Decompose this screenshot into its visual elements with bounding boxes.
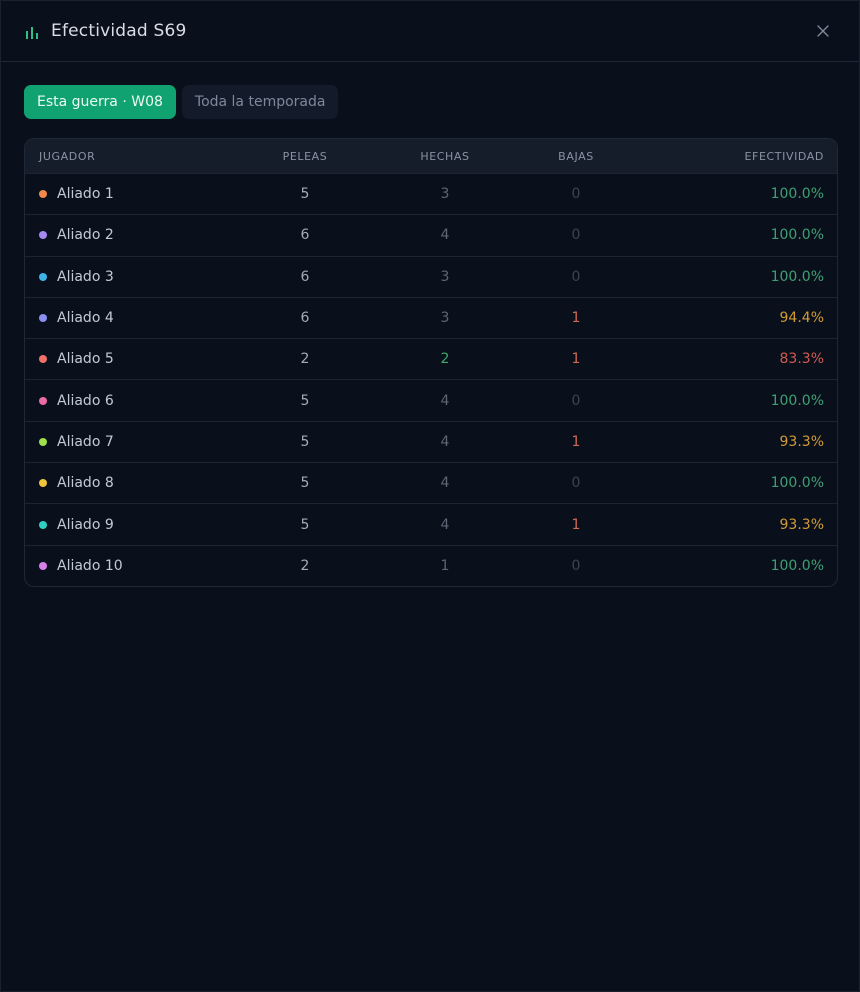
player-color-dot xyxy=(39,520,47,529)
table-header: JUGADOR PELEAS HECHAS BAJAS EFECTIVIDAD xyxy=(25,139,837,173)
player-name: Aliado 6 xyxy=(57,392,114,409)
fights-value: 6 xyxy=(300,268,310,285)
player-color-dot xyxy=(39,479,47,488)
fights-value: 2 xyxy=(300,557,310,574)
effectiveness-value: 94.4% xyxy=(779,310,824,327)
player-color-dot xyxy=(39,355,47,364)
done-value: 4 xyxy=(440,227,450,244)
player-name: Aliado 10 xyxy=(57,557,123,574)
fights-value: 5 xyxy=(300,392,310,409)
player-cell: Aliado 6 xyxy=(25,393,235,409)
player-color-dot xyxy=(39,272,47,281)
bar-chart-icon xyxy=(25,24,39,39)
effectiveness-value: 100.0% xyxy=(770,227,824,244)
table-row[interactable]: Aliado 9 5 4 1 93.3% xyxy=(25,503,837,544)
effectiveness-value: 100.0% xyxy=(770,186,824,203)
player-name: Aliado 1 xyxy=(57,186,114,203)
close-icon[interactable] xyxy=(815,23,831,39)
kills-value: 1 xyxy=(571,310,581,327)
column-header-done[interactable]: HECHAS xyxy=(420,149,470,163)
done-value: 4 xyxy=(440,433,450,450)
fights-value: 5 xyxy=(300,186,310,203)
player-cell: Aliado 1 xyxy=(25,186,235,202)
effectiveness-table: JUGADOR PELEAS HECHAS BAJAS EFECTIVIDAD … xyxy=(24,138,838,587)
tab-bar: Esta guerra · W08 Toda la temporada xyxy=(24,85,339,119)
player-color-dot xyxy=(39,561,47,570)
table-row[interactable]: Aliado 10 2 1 0 100.0% xyxy=(25,544,837,586)
player-color-dot xyxy=(39,314,47,323)
fights-value: 5 xyxy=(300,433,310,450)
player-name: Aliado 4 xyxy=(57,310,114,327)
table-row[interactable]: Aliado 6 5 4 0 100.0% xyxy=(25,379,837,420)
effectiveness-value: 93.3% xyxy=(779,516,824,533)
player-cell: Aliado 4 xyxy=(25,310,235,326)
column-header-fights[interactable]: PELEAS xyxy=(282,149,328,163)
player-cell: Aliado 5 xyxy=(25,351,235,367)
player-cell: Aliado 3 xyxy=(25,269,235,285)
table-row[interactable]: Aliado 5 2 2 1 83.3% xyxy=(25,338,837,379)
player-cell: Aliado 10 xyxy=(25,558,235,574)
column-header-effectiveness[interactable]: EFECTIVIDAD xyxy=(744,149,824,163)
page-title: Efectividad S69 xyxy=(51,21,187,41)
player-name: Aliado 8 xyxy=(57,475,114,492)
table-row[interactable]: Aliado 7 5 4 1 93.3% xyxy=(25,420,837,462)
effectiveness-value: 83.3% xyxy=(779,351,824,368)
fights-value: 5 xyxy=(300,475,310,492)
kills-value: 0 xyxy=(571,475,581,492)
effectiveness-value: 100.0% xyxy=(770,475,824,492)
done-value: 3 xyxy=(440,268,450,285)
player-name: Aliado 3 xyxy=(57,268,114,285)
kills-value: 0 xyxy=(571,227,581,244)
table-row[interactable]: Aliado 3 6 3 0 100.0% xyxy=(25,255,837,297)
fights-value: 6 xyxy=(300,310,310,327)
kills-value: 0 xyxy=(571,392,581,409)
player-cell: Aliado 9 xyxy=(25,517,235,533)
done-value: 4 xyxy=(440,475,450,492)
tab-whole-season[interactable]: Toda la temporada xyxy=(181,85,339,119)
table-row[interactable]: Aliado 8 5 4 0 100.0% xyxy=(25,462,837,503)
fights-value: 6 xyxy=(300,227,310,244)
kills-value: 0 xyxy=(571,268,581,285)
player-cell: Aliado 7 xyxy=(25,434,235,450)
done-value: 3 xyxy=(440,310,450,327)
effectiveness-value: 93.3% xyxy=(779,433,824,450)
done-value: 4 xyxy=(440,392,450,409)
player-color-dot xyxy=(39,231,47,240)
done-value: 3 xyxy=(440,186,450,203)
effectiveness-value: 100.0% xyxy=(770,392,824,409)
player-color-dot xyxy=(39,190,47,199)
kills-value: 1 xyxy=(571,351,581,368)
effectiveness-value: 100.0% xyxy=(770,268,824,285)
fights-value: 2 xyxy=(300,351,310,368)
kills-value: 1 xyxy=(571,433,581,450)
player-cell: Aliado 8 xyxy=(25,475,235,491)
done-value: 2 xyxy=(440,351,450,368)
kills-value: 0 xyxy=(571,557,581,574)
column-header-kills[interactable]: BAJAS xyxy=(558,149,594,163)
player-name: Aliado 9 xyxy=(57,516,114,533)
player-name: Aliado 7 xyxy=(57,433,114,450)
column-header-player[interactable]: JUGADOR xyxy=(39,149,96,163)
kills-value: 1 xyxy=(571,516,581,533)
table-row[interactable]: Aliado 2 6 4 0 100.0% xyxy=(25,214,837,255)
done-value: 1 xyxy=(440,557,450,574)
player-color-dot xyxy=(39,396,47,405)
player-name: Aliado 5 xyxy=(57,351,114,368)
table-body: Aliado 1 5 3 0 100.0% Aliado 2 6 4 0 100.0% Aliado… xyxy=(25,173,837,586)
table-row[interactable]: Aliado 4 6 3 1 94.4% xyxy=(25,296,837,338)
panel-header: Efectividad S69 xyxy=(1,1,859,62)
player-name: Aliado 2 xyxy=(57,227,114,244)
done-value: 4 xyxy=(440,516,450,533)
player-color-dot xyxy=(39,437,47,446)
player-cell: Aliado 2 xyxy=(25,227,235,243)
fights-value: 5 xyxy=(300,516,310,533)
tab-this-war[interactable]: Esta guerra · W08 xyxy=(24,85,176,119)
kills-value: 0 xyxy=(571,186,581,203)
table-row[interactable]: Aliado 1 5 3 0 100.0% xyxy=(25,173,837,214)
effectiveness-value: 100.0% xyxy=(770,557,824,574)
